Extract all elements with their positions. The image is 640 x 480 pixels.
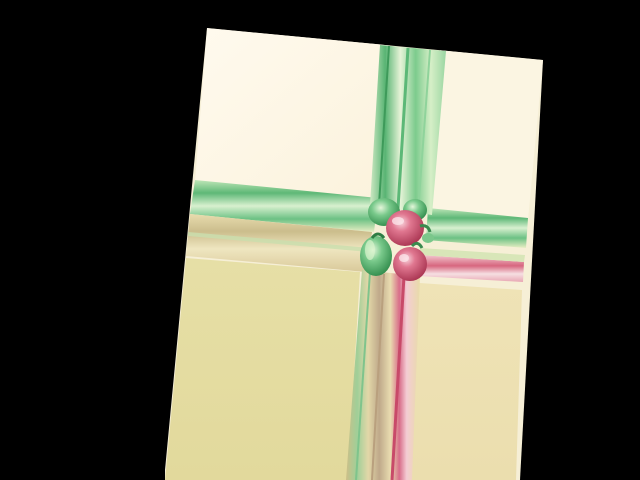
rotated-print xyxy=(165,28,543,480)
cream-panel-top-right xyxy=(430,50,543,220)
green-band-horizontal-left xyxy=(190,180,378,232)
cream-panel-top-left xyxy=(195,28,390,200)
sand-panel-bottom-right xyxy=(392,282,522,480)
pepper-cluster xyxy=(360,198,434,281)
red-pepper-icon xyxy=(386,210,432,281)
khaki-panel-bottom-left xyxy=(165,258,360,480)
green-band-horizontal-right xyxy=(426,208,528,248)
pink-band-horizontal-right xyxy=(418,255,524,282)
